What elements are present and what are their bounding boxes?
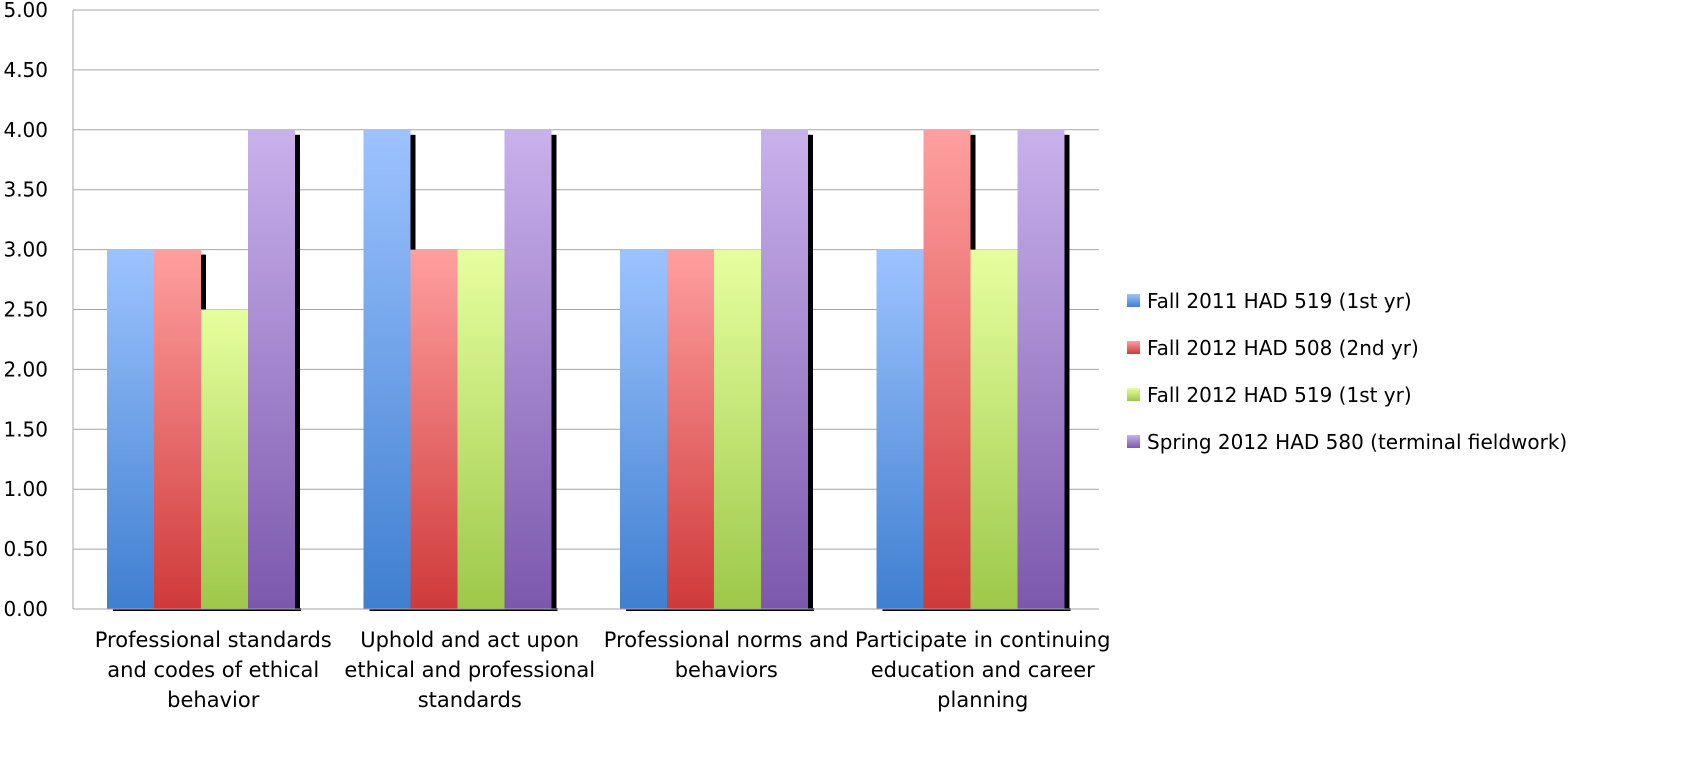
bar (248, 129, 295, 610)
y-tick-label: 4.00 (3, 118, 48, 142)
legend-swatch (1127, 435, 1140, 448)
legend-swatch (1127, 294, 1140, 307)
bar-shadow (551, 134, 557, 610)
y-tick-label: 0.00 (3, 597, 48, 621)
y-tick-label: 2.00 (3, 357, 48, 381)
bar-shadow (808, 134, 813, 610)
bar (761, 129, 808, 610)
bar (667, 249, 714, 609)
bar (876, 249, 924, 609)
legend-item: Fall 2012 HAD 519 (1st yr) (1127, 383, 1412, 407)
legend-label: Fall 2012 HAD 508 (2nd yr) (1147, 336, 1419, 360)
bar (107, 249, 154, 609)
bar (923, 129, 971, 610)
bar (620, 249, 667, 609)
y-tick-label: 0.50 (3, 537, 48, 561)
bar (714, 249, 761, 609)
y-tick-label: 5.00 (3, 0, 48, 22)
bar-shadow (1064, 134, 1070, 610)
bars (107, 129, 1065, 610)
x-category-label: Professional standards and codes of ethic… (95, 628, 332, 712)
legend-swatch (1127, 341, 1140, 354)
y-tick-label: 1.00 (3, 477, 48, 501)
x-category-label: Uphold and act upon ethical and professio… (344, 628, 595, 712)
y-axis-tick-labels: 0.00 0.50 1.00 1.50 2.00 2.50 3.00 3.50 4.00 4.50… (3, 0, 48, 621)
bar (1017, 129, 1065, 610)
x-category-label: Professional norms and behaviors (604, 628, 849, 682)
y-tick-label: 3.50 (3, 178, 48, 202)
legend-item: Spring 2012 HAD 580 (terminal fieldwork) (1127, 430, 1567, 454)
bar-shadow (295, 134, 300, 610)
legend-label: Spring 2012 HAD 580 (terminal fieldwork) (1147, 430, 1567, 454)
x-axis-category-labels: Professional standards and codes of ethic… (95, 628, 1111, 712)
bar (504, 129, 552, 610)
y-tick-label: 3.00 (3, 238, 48, 262)
axes (72, 10, 1099, 610)
bar (363, 129, 411, 610)
y-tick-label: 2.50 (3, 298, 48, 322)
bar (201, 309, 248, 609)
y-tick-label: 4.50 (3, 58, 48, 82)
legend: Fall 2011 HAD 519 (1st yr) Fall 2012 HAD … (1127, 289, 1567, 454)
legend-label: Fall 2011 HAD 519 (1st yr) (1147, 289, 1412, 313)
x-category-label: Participate in continuing education and c… (855, 628, 1110, 712)
bar (457, 249, 505, 609)
legend-item: Fall 2011 HAD 519 (1st yr) (1127, 289, 1412, 313)
legend-item: Fall 2012 HAD 508 (2nd yr) (1127, 336, 1419, 360)
bar (154, 249, 201, 609)
bar (970, 249, 1018, 609)
legend-swatch (1127, 388, 1140, 401)
y-tick-label: 1.50 (3, 417, 48, 441)
legend-label: Fall 2012 HAD 519 (1st yr) (1147, 383, 1412, 407)
bar (410, 249, 458, 609)
